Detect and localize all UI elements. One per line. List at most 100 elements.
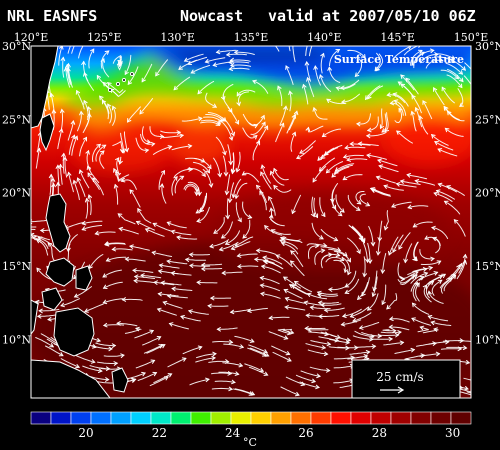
current-streak (420, 260, 442, 265)
current-arrowhead (288, 90, 293, 96)
current-streak (88, 254, 104, 269)
current-streak (274, 46, 280, 52)
current-streak (344, 278, 360, 294)
current-arrowhead (190, 69, 196, 74)
current-streak (107, 103, 113, 124)
current-streak (86, 150, 91, 171)
current-streak (283, 289, 303, 299)
current-arrowhead (36, 267, 41, 273)
current-arrowhead (305, 126, 311, 132)
current-streak (423, 284, 432, 303)
colorbar-tick-label: 20 (78, 426, 93, 440)
current-streak (88, 48, 95, 69)
current-arrowhead (261, 121, 266, 127)
current-arrowhead (291, 42, 295, 45)
current-streak (103, 281, 123, 289)
current-arrowhead (346, 157, 351, 162)
current-streak (99, 150, 105, 169)
current-arrowhead (124, 70, 129, 76)
current-streak (394, 349, 415, 354)
current-arrowhead (113, 167, 118, 173)
current-streak (437, 183, 457, 193)
current-streak (84, 303, 104, 313)
current-arrowhead (430, 256, 435, 262)
current-streak (244, 363, 264, 372)
current-arrowhead (309, 305, 315, 310)
current-streak (205, 57, 226, 63)
current-streak (111, 248, 133, 251)
current-streak (222, 362, 243, 367)
current-arrowhead (432, 236, 437, 242)
current-arrowhead (127, 80, 133, 85)
current-arrowhead (200, 158, 206, 163)
current-streak (445, 62, 463, 75)
current-streak (134, 330, 154, 339)
colorbar-swatch (430, 411, 452, 425)
current-arrowhead (374, 66, 379, 72)
current-arrowhead (60, 302, 65, 308)
current-streak (256, 250, 277, 255)
current-streak (219, 241, 239, 251)
current-streak (283, 276, 301, 289)
current-streak (129, 245, 150, 251)
current-arrowhead (458, 83, 463, 89)
current-arrowhead (412, 223, 418, 228)
current-streak (237, 265, 259, 268)
current-arrowhead (229, 136, 234, 141)
current-arrowhead (118, 159, 123, 165)
current-arrowhead (339, 256, 345, 261)
current-arrowhead (286, 357, 292, 362)
current-streak (37, 314, 59, 317)
current-streak (319, 157, 335, 172)
current-arrowhead (237, 217, 242, 223)
current-arrowhead (107, 82, 112, 87)
current-arrowhead (437, 182, 443, 188)
current-streak (341, 319, 362, 326)
current-arrowhead (201, 172, 206, 177)
lat-label-left: 15°N (2, 260, 31, 273)
current-arrowhead (96, 74, 101, 80)
current-streak (118, 228, 139, 235)
current-arrowhead (160, 170, 166, 175)
current-arrowhead (296, 155, 301, 160)
current-streak (341, 93, 360, 103)
current-streak (350, 306, 369, 318)
current-streak (181, 117, 203, 122)
current-streak (237, 253, 258, 257)
current-streak (380, 331, 402, 334)
current-streak (453, 219, 466, 237)
current-arrowhead (371, 292, 377, 298)
current-streak (102, 269, 122, 278)
current-streak (64, 156, 68, 178)
current-arrowhead (180, 315, 185, 320)
current-streak (256, 125, 268, 144)
current-arrowhead (231, 379, 236, 385)
current-streak (57, 164, 60, 186)
current-streak (122, 298, 143, 301)
current-streak (386, 94, 406, 103)
current-arrowhead (252, 134, 258, 140)
current-streak (230, 59, 251, 62)
samar-island-land (75, 265, 93, 291)
current-streak (388, 236, 399, 256)
current-arrowhead (139, 109, 144, 115)
current-streak (335, 194, 345, 213)
lat-label-right: 10°N (475, 333, 500, 346)
current-arrowhead (253, 123, 259, 129)
current-arrowhead (305, 313, 310, 318)
current-streak (419, 353, 440, 357)
current-arrowhead (60, 108, 65, 114)
current-arrowhead (356, 249, 361, 255)
current-arrowhead (227, 198, 233, 204)
current-streak (410, 49, 423, 66)
current-arrowhead (51, 182, 56, 188)
current-streak (261, 265, 281, 274)
current-arrowhead (217, 172, 222, 178)
current-streak (121, 179, 137, 190)
current-streak (171, 230, 192, 236)
current-streak (275, 122, 284, 143)
current-arrowhead (346, 337, 352, 343)
current-streak (352, 312, 372, 322)
current-streak (394, 46, 412, 58)
current-arrowhead (340, 322, 346, 327)
